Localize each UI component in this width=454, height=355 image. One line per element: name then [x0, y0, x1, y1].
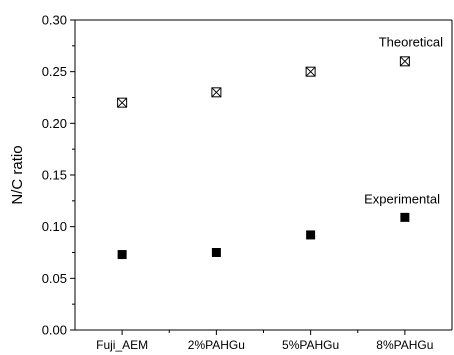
y-tick-label: 0.00 [42, 323, 67, 338]
x-category-label: 8%PAHGu [376, 338, 433, 352]
y-tick-label: 0.30 [42, 13, 67, 28]
experimental-point [211, 248, 221, 257]
y-tick-label: 0.05 [42, 271, 67, 286]
experimental-point [306, 230, 316, 240]
theoretical-point [399, 56, 410, 67]
theoretical-marker-cross [117, 97, 127, 108]
y-axis-label: N/C ratio [9, 145, 26, 204]
experimental-point [400, 212, 410, 222]
y-tick-label: 0.25 [42, 64, 67, 79]
theoretical-marker-cross [211, 87, 222, 98]
series-annotation-theoretical: Theoretical [379, 34, 443, 49]
theoretical-point [211, 87, 222, 98]
theoretical-point [117, 97, 128, 108]
x-category-label: Fuji_AEM [96, 338, 148, 352]
x-category-label: 2%PAHGu [188, 338, 245, 352]
y-axis-ticks: 0.00 0.05 0.10 0.15 0.20 0.25 0.30 [42, 13, 75, 338]
theoretical-point [305, 66, 316, 77]
series-annotation-experimental: Experimental [364, 191, 440, 206]
x-axis-category-labels: Fuji_AEM 2%PAHGu 5%PAHGu 8%PAHGu [96, 330, 433, 352]
x-category-label: 5%PAHGu [282, 338, 339, 352]
experimental-point [117, 250, 127, 260]
theoretical-marker-cross [400, 56, 410, 67]
theoretical-marker-cross [305, 66, 316, 77]
data-points [117, 56, 410, 260]
y-tick-label: 0.10 [42, 219, 67, 234]
plot-axes [74, 19, 453, 331]
y-tick-label: 0.20 [42, 116, 67, 131]
y-tick-label: 0.15 [42, 168, 67, 183]
